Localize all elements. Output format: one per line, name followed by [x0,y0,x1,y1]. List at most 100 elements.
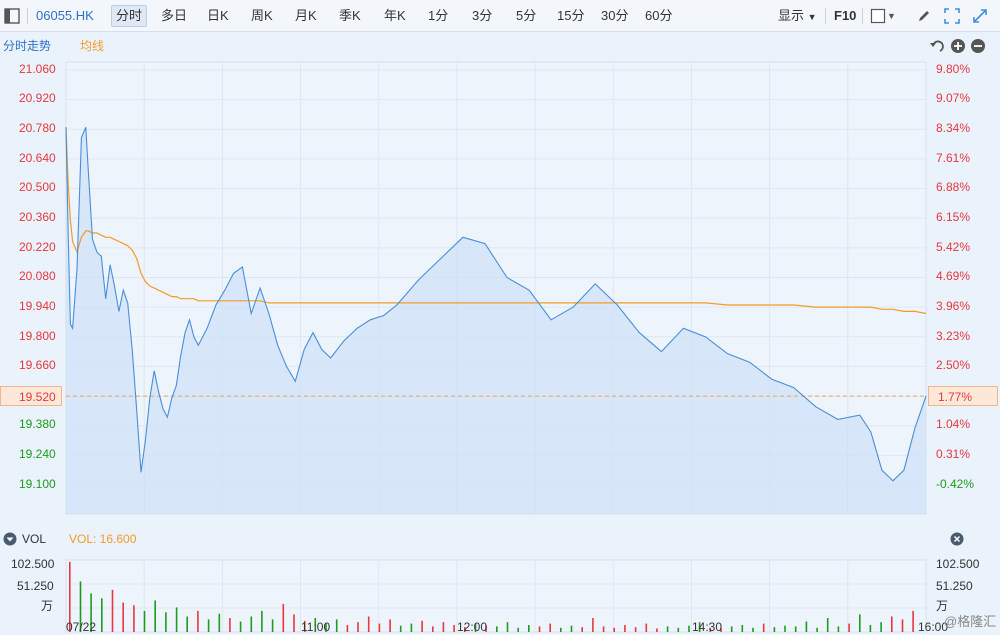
volume-collapse-icon[interactable] [3,532,17,549]
volume-bar [656,628,658,632]
volume-bar [613,627,615,632]
volume-bar [335,619,338,632]
volume-bar [154,600,156,632]
volume-bar [560,627,562,632]
fullscreen-icon[interactable] [944,8,960,24]
volume-bar [133,605,135,632]
pct-tick: 3.23% [936,329,971,343]
volume-bar [517,627,519,632]
pct-tick: 1.04% [936,417,971,431]
volume-bar [570,625,573,632]
tab-period-6[interactable]: 年K [384,8,406,23]
price-tick: 19.240 [19,447,56,461]
volume-bar [111,589,114,632]
volume-bar [730,626,733,632]
price-tick: 20.920 [19,91,56,105]
divider [825,8,826,24]
volume-bar [357,622,359,632]
pct-tick: 7.61% [936,151,971,165]
volume-bar [485,625,487,632]
volume-bar [496,626,498,632]
tab-period-3[interactable]: 周K [251,8,273,23]
tab-period-11[interactable]: 30分 [601,8,629,23]
pct-tick: 4.69% [936,269,971,283]
volume-bar [69,561,71,632]
volume-bar [239,621,242,632]
price-area [66,127,926,514]
volume-bars [69,561,914,632]
volume-bar [101,598,103,632]
volume-bar [602,626,605,632]
volume-bar [261,610,263,632]
tab-period-4[interactable]: 月K [295,8,317,23]
volume-bar [859,614,861,632]
tab-period-0[interactable]: 分时 [111,5,148,27]
volume-bar [538,626,541,632]
overlay-square-icon[interactable] [870,8,886,24]
time-tick: 12:00 [457,620,488,634]
price-tick: 20.500 [19,180,56,194]
price-tick: 19.100 [19,477,56,491]
tab-period-1[interactable]: 多日 [161,8,188,23]
divider [27,8,28,24]
pencil-icon[interactable] [916,8,932,24]
zoom-out-icon[interactable] [971,39,985,53]
volume-bar [90,593,92,632]
volume-bar [869,625,872,632]
volume-tick: 51.250 [936,579,973,593]
tab-period-5[interactable]: 季K [339,8,361,23]
expand-icon[interactable] [972,8,988,24]
volume-bar [634,627,637,632]
volume-bar [293,614,295,632]
tab-period-2[interactable]: 日K [207,8,229,23]
volume-bar [891,616,893,632]
pct-tick: 5.42% [936,240,971,254]
tab-period-10[interactable]: 15分 [557,8,585,23]
display-menu[interactable]: 显示 ▼ [778,0,817,32]
display-label: 显示 [778,8,805,23]
volume-tick: 51.250 [17,579,54,593]
undo-icon[interactable] [930,40,944,52]
price-tick: 20.780 [19,121,56,135]
volume-bar [837,626,840,632]
f10-button[interactable]: F10 [834,8,857,23]
volume-bar [677,627,680,632]
volume-bar [175,607,178,632]
volume-unit: 万 [936,599,949,613]
tab-period-7[interactable]: 1分 [428,8,449,23]
volume-value: VOL: 16.600 [69,532,137,546]
chart-controls [928,37,998,55]
volume-bar [453,625,455,632]
zoom-in-icon[interactable] [951,39,965,53]
volume-bar [762,623,765,632]
volume-bar [410,623,413,632]
tab-period-12[interactable]: 60分 [645,8,673,23]
volume-tick: 102.500 [11,557,55,571]
volume-bar [912,610,914,632]
price-tick: 19.660 [19,358,56,372]
caret-down-icon[interactable]: ▼ [887,11,896,21]
price-tick: 21.060 [19,62,56,76]
time-tick: 07/22 [66,620,97,634]
volume-close-icon[interactable] [950,532,964,549]
volume-bar [442,622,445,632]
volume-tick: 102.500 [936,557,980,571]
volume-bar [826,618,829,632]
volume-bar [271,619,274,632]
volume-bar [773,627,776,632]
price-tick: 19.380 [19,417,56,431]
volume-bar [666,626,669,632]
time-tick: 14:30 [692,620,723,634]
series-line-price [65,126,927,482]
sidebar-toggle-icon[interactable] [4,8,20,24]
volume-bar [474,623,477,632]
pct-tick: 8.34% [936,121,971,135]
pct-tick: 2.50% [936,358,971,372]
tab-period-9[interactable]: 5分 [516,8,537,23]
volume-bar [303,620,306,632]
tab-period-8[interactable]: 3分 [472,8,493,23]
volume-bar [378,623,381,632]
pct-tick: -0.42% [936,477,975,491]
volume-bar [645,623,648,632]
volume-bar [688,625,690,632]
